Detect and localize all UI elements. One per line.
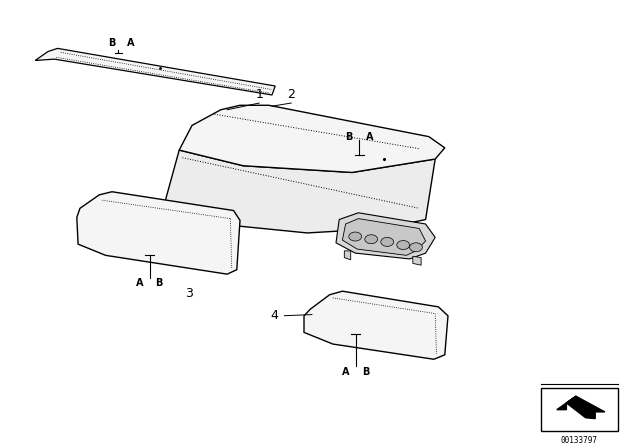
Polygon shape [342, 219, 426, 255]
Text: A: A [127, 38, 135, 47]
Polygon shape [344, 251, 351, 260]
Polygon shape [179, 105, 445, 172]
Text: 1: 1 [255, 88, 263, 101]
Text: A: A [136, 278, 143, 288]
Polygon shape [304, 291, 448, 359]
Polygon shape [557, 396, 576, 409]
Text: 00133797: 00133797 [561, 436, 598, 445]
Text: A: A [366, 132, 374, 142]
Text: B: B [155, 278, 163, 288]
Polygon shape [77, 192, 240, 274]
Text: 2: 2 [287, 88, 295, 101]
Polygon shape [566, 396, 605, 418]
Polygon shape [163, 150, 435, 233]
Polygon shape [413, 256, 421, 265]
Circle shape [410, 243, 422, 252]
Text: 4: 4 [271, 309, 278, 322]
Circle shape [349, 232, 362, 241]
Circle shape [381, 237, 394, 246]
Text: A: A [342, 367, 349, 377]
Text: B: B [345, 132, 353, 142]
Text: B: B [108, 38, 116, 47]
Bar [541, 388, 618, 431]
Text: B: B [362, 367, 370, 377]
Circle shape [365, 235, 378, 244]
Text: 3: 3 [185, 287, 193, 300]
Polygon shape [35, 48, 275, 95]
Polygon shape [336, 213, 435, 259]
Circle shape [397, 241, 410, 250]
